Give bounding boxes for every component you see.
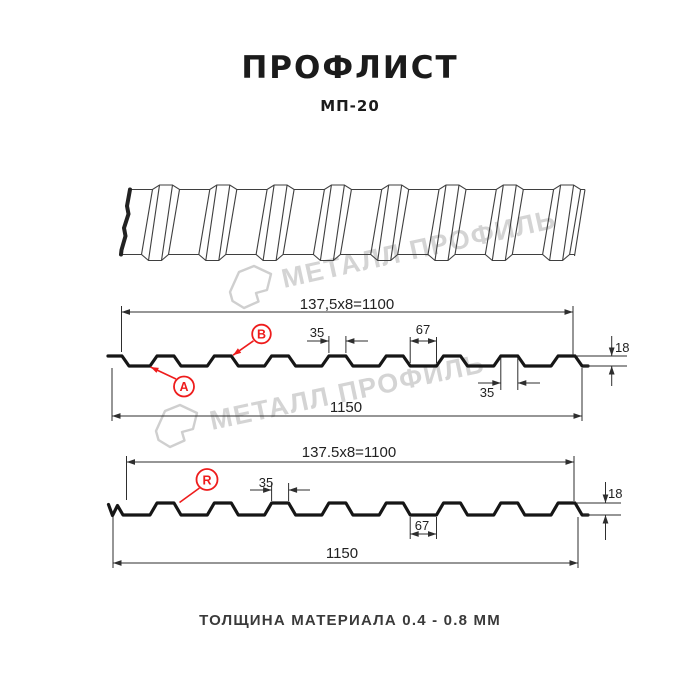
material-thickness-note: ТОЛЩИНА МАТЕРИАЛА 0.4 - 0.8 ММ — [199, 612, 501, 629]
dim-valley-width: 67 — [415, 518, 429, 533]
cross-section-r-side: 137.5x8=1100 35 67 18 1150 R — [106, 444, 622, 568]
metall-profil-logo-icon — [154, 403, 199, 449]
dim-rib-top-width-below: 35 — [480, 385, 494, 400]
dimension-lines — [112, 456, 621, 568]
dim-profile-height: 18 — [615, 340, 629, 355]
metall-profil-logo-icon — [228, 264, 273, 310]
dim-rib-top-width: 35 — [310, 325, 324, 340]
dim-module-width: 137.5x8=1100 — [302, 444, 396, 461]
sheet-3d-perspective-view — [119, 184, 586, 262]
label-leader-lines — [150, 340, 254, 380]
label-a: A — [173, 375, 195, 398]
dim-module-width: 137,5x8=1100 — [300, 296, 394, 313]
svg-text:R: R — [202, 473, 211, 487]
watermark-text: МЕТАЛЛ ПРОФИЛЬ — [207, 348, 487, 436]
dim-profile-height: 18 — [608, 486, 622, 501]
svg-text:A: A — [179, 380, 188, 394]
label-b: B — [251, 323, 272, 345]
label-leader-lines — [179, 487, 200, 504]
watermark-top: МЕТАЛЛ ПРОФИЛЬ — [228, 204, 559, 310]
label-r: R — [195, 468, 219, 491]
dim-valley-width: 67 — [416, 322, 430, 337]
svg-text:B: B — [257, 328, 266, 342]
page-subtitle: МП-20 — [320, 97, 380, 115]
profile-outline-ab — [106, 354, 590, 368]
profile-outline-r — [106, 501, 590, 518]
cross-section-ab-side: 137,5x8=1100 35 67 18 35 1150 B A — [106, 296, 629, 421]
dim-overall-width: 1150 — [330, 399, 362, 416]
watermark-text: МЕТАЛЛ ПРОФИЛЬ — [279, 204, 559, 294]
page-title: ПРОФЛИСТ — [241, 50, 459, 86]
dim-overall-width: 1150 — [326, 545, 358, 562]
dimension-lines — [111, 306, 627, 421]
dim-rib-top-width: 35 — [259, 475, 273, 490]
